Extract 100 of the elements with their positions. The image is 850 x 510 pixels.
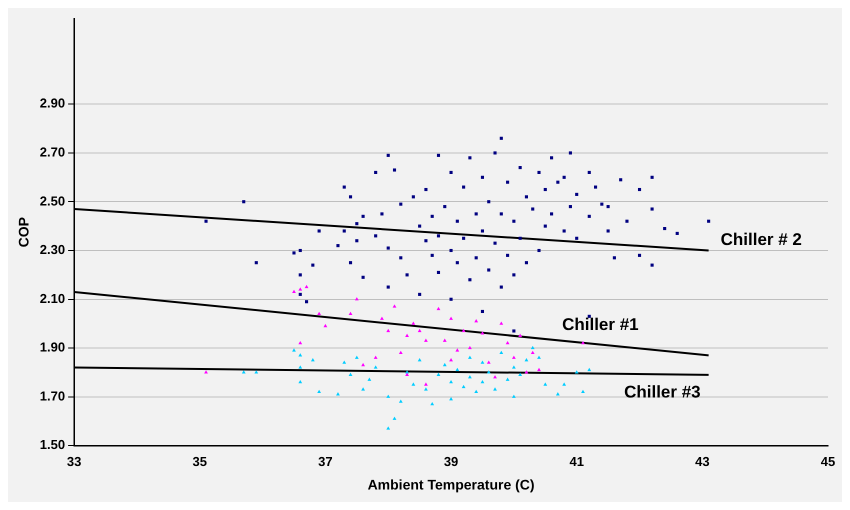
point	[530, 350, 535, 354]
point	[442, 338, 447, 342]
point	[367, 378, 372, 381]
point	[499, 321, 504, 325]
point	[493, 375, 497, 378]
point	[574, 370, 579, 374]
point	[506, 340, 510, 344]
point	[462, 328, 466, 332]
point	[468, 375, 472, 378]
point	[449, 358, 453, 362]
y-tick-label: 1.70	[40, 388, 66, 404]
point	[336, 392, 340, 396]
point	[581, 390, 585, 394]
point	[587, 368, 592, 372]
point	[518, 372, 522, 376]
x-tick-label: 37	[318, 454, 333, 469]
point	[462, 384, 466, 388]
x-axis-title: Ambient Temperature (C)	[368, 476, 535, 492]
point	[436, 372, 440, 376]
x-tick-label: 35	[192, 454, 207, 469]
x-tick-label: 45	[820, 454, 836, 469]
point	[392, 416, 396, 420]
point	[317, 312, 322, 315]
point	[386, 328, 390, 332]
point	[424, 387, 428, 391]
point	[380, 316, 384, 320]
point	[455, 348, 460, 352]
y-tick-label: 1.50	[40, 437, 66, 452]
point	[310, 358, 315, 362]
point	[480, 380, 484, 384]
y-tick-label: 2.70	[40, 144, 66, 160]
point	[298, 287, 302, 291]
point	[374, 356, 378, 359]
y-axis-title: COP	[15, 217, 32, 248]
point	[512, 365, 516, 369]
point	[361, 387, 365, 391]
point	[298, 365, 302, 369]
x-tick-label: 43	[695, 454, 710, 469]
point	[480, 331, 484, 335]
point	[411, 321, 416, 325]
point	[512, 356, 516, 359]
point	[386, 426, 390, 430]
point	[530, 346, 535, 350]
point	[348, 312, 352, 315]
point	[354, 356, 359, 359]
x-tick-label: 33	[66, 454, 82, 469]
point	[386, 394, 390, 398]
point	[354, 297, 359, 300]
point	[486, 360, 491, 364]
point	[342, 360, 346, 364]
series-label: Chiller # 2	[720, 230, 802, 250]
point	[480, 360, 484, 364]
point	[468, 346, 472, 350]
point	[418, 358, 422, 362]
point	[405, 372, 409, 376]
point	[204, 370, 208, 374]
point	[398, 350, 403, 354]
point	[493, 387, 497, 391]
point	[537, 368, 541, 372]
point	[506, 378, 510, 381]
point	[298, 380, 302, 384]
point	[449, 380, 453, 384]
point	[298, 340, 302, 344]
series-label: Chiller #1	[562, 315, 639, 334]
point	[474, 319, 478, 322]
point	[254, 370, 258, 374]
y-tick-label: 2.30	[40, 242, 66, 258]
point	[298, 353, 302, 356]
point	[468, 356, 472, 359]
y-tick-label: 2.50	[40, 193, 66, 208]
point	[292, 348, 296, 352]
point	[292, 290, 296, 294]
point	[524, 370, 528, 374]
x-tick-label: 39	[444, 454, 458, 469]
point	[405, 334, 409, 337]
point	[323, 324, 328, 328]
y-tick-label: 1.90	[40, 340, 66, 355]
point	[398, 400, 403, 403]
y-tick-label: 2.10	[40, 290, 66, 306]
point	[348, 372, 352, 376]
point	[242, 370, 246, 374]
point	[518, 334, 522, 337]
point	[524, 358, 528, 362]
point	[556, 392, 560, 396]
point	[512, 394, 516, 398]
point	[449, 316, 453, 320]
point	[486, 370, 491, 374]
point	[317, 390, 322, 394]
point	[418, 328, 422, 332]
point	[474, 390, 478, 394]
point	[304, 284, 308, 288]
point	[581, 340, 585, 344]
point	[436, 306, 440, 310]
point	[543, 382, 548, 386]
point	[537, 356, 541, 359]
x-tick-label: 41	[569, 454, 584, 469]
point	[424, 338, 428, 342]
series-label: Chiller #3	[624, 382, 701, 402]
point	[499, 350, 504, 354]
point	[449, 397, 453, 400]
